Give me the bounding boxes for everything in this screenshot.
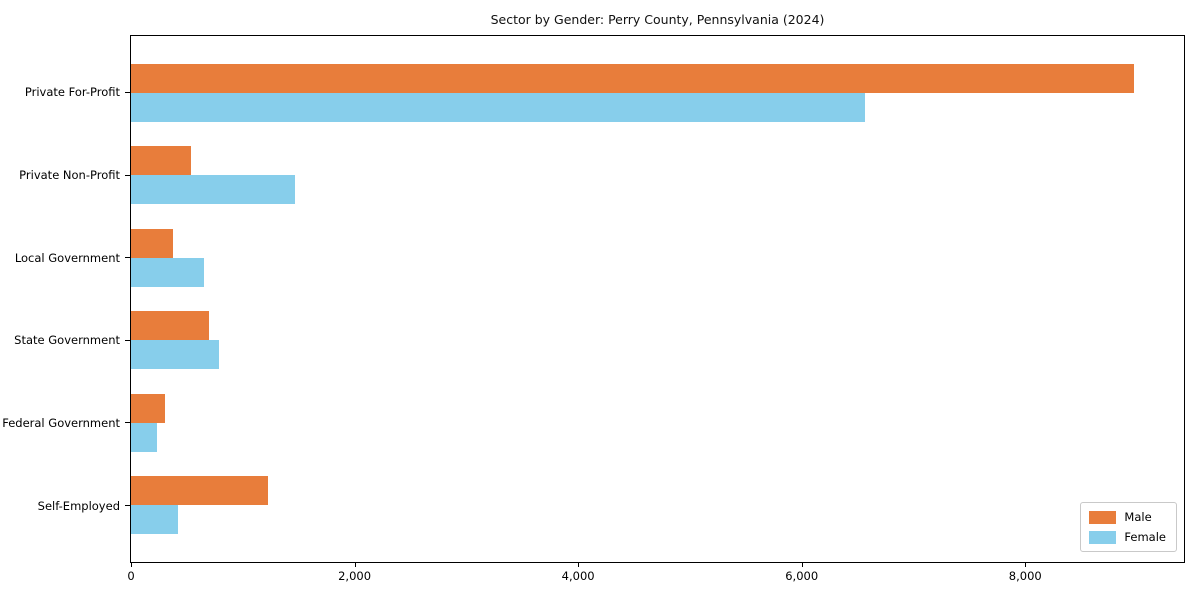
bar-male-4 (131, 311, 209, 341)
bar-female-1 (131, 92, 866, 122)
bar-male-2 (131, 146, 191, 176)
legend-label-male: Male (1124, 510, 1152, 524)
x-tick-label-2: 2,000 (338, 569, 372, 583)
plot-area: 0 2,000 4,000 6,000 8,000 Male Female (125, 35, 1185, 583)
y-tick-label-5: Federal Government (2, 416, 120, 431)
category-row-5 (131, 393, 1184, 452)
y-tick-mark-2 (125, 174, 131, 176)
x-tick-mark-2 (354, 562, 356, 567)
legend-label-female: Female (1124, 530, 1166, 544)
y-tick-label-3: Local Government (14, 250, 120, 265)
x-tick-label-5: 8,000 (1008, 569, 1042, 583)
legend-entry-female: Female (1089, 530, 1166, 544)
x-tick-mark-3 (578, 562, 580, 567)
category-row-1 (131, 63, 1184, 122)
chart-title: Sector by Gender: Perry County, Pennsylv… (490, 12, 825, 27)
y-tick-mark-4 (125, 339, 131, 341)
y-tick-mark-6 (125, 504, 131, 506)
bar-female-5 (131, 422, 157, 452)
y-tick-label-6: Self-Employed (37, 498, 120, 513)
y-tick-label-1: Private For-Profit (24, 85, 120, 100)
x-tick-mark-4 (801, 562, 803, 567)
x-tick-mark-1 (131, 562, 132, 567)
y-tick-label-2: Private Non-Profit (19, 167, 120, 182)
x-tick-label-4: 6,000 (785, 569, 819, 583)
x-tick-mark-5 (1025, 562, 1027, 567)
bar-female-6 (131, 505, 178, 535)
bar-male-1 (131, 63, 1134, 93)
category-row-4 (131, 311, 1184, 370)
legend-entry-male: Male (1089, 510, 1166, 524)
bar-female-3 (131, 257, 204, 287)
legend-swatch-female (1089, 530, 1117, 544)
bar-male-6 (131, 476, 269, 506)
y-axis-labels: Private For-Profit Private Non-Profit Loca… (0, 35, 120, 563)
bar-female-4 (131, 340, 220, 370)
category-row-3 (131, 228, 1184, 287)
bar-female-2 (131, 175, 295, 205)
bar-male-3 (131, 228, 174, 258)
y-tick-mark-3 (125, 257, 131, 259)
legend-swatch-male (1089, 510, 1117, 524)
x-tick-label-1: 0 (127, 569, 135, 583)
bar-male-5 (131, 393, 166, 423)
y-tick-mark-1 (125, 92, 131, 94)
y-tick-label-4: State Government (14, 333, 120, 348)
legend: Male Female (1080, 502, 1177, 552)
category-row-6 (131, 476, 1184, 535)
y-tick-mark-5 (125, 422, 131, 424)
category-row-2 (131, 146, 1184, 205)
x-tick-label-3: 4,000 (561, 569, 595, 583)
